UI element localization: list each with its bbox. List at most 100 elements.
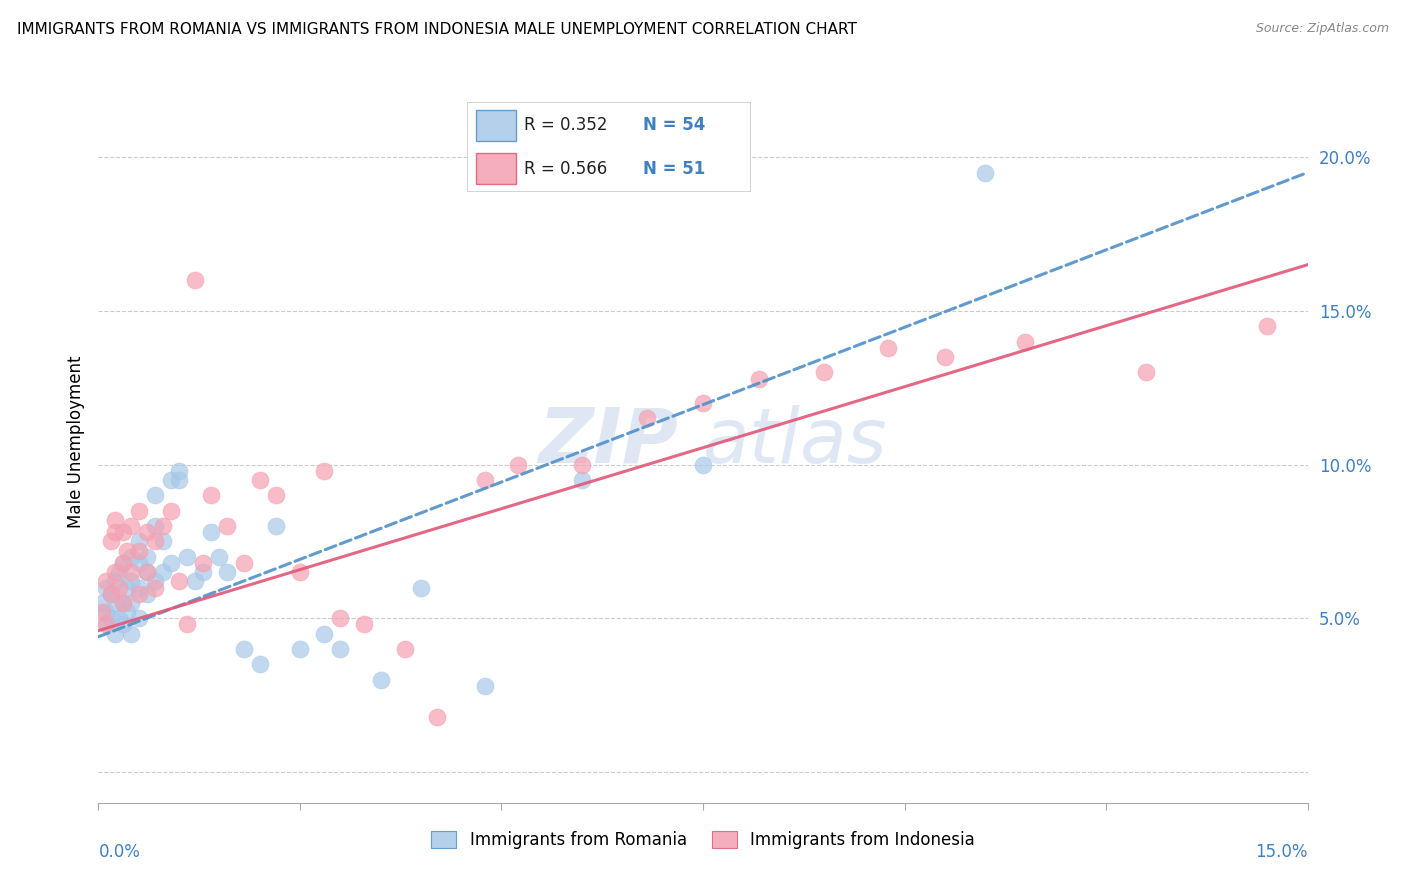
Point [107, 565, 129, 579]
Point [111, 596, 134, 610]
Point [249, 657, 271, 672]
Point [120, 626, 142, 640]
Point [184, 574, 207, 589]
Text: atlas: atlas [703, 405, 887, 478]
Point [288, 642, 311, 657]
Point [135, 565, 157, 579]
Point [748, 371, 770, 385]
Point [143, 574, 166, 589]
Point [111, 596, 134, 610]
Point [160, 504, 183, 518]
Point [329, 642, 352, 657]
Point [152, 565, 174, 579]
Point [128, 611, 150, 625]
Point [167, 464, 190, 478]
Point [217, 565, 239, 579]
Point [96, 605, 118, 619]
Point [1014, 334, 1036, 349]
Point [288, 565, 311, 579]
Point [143, 519, 166, 533]
Point [176, 617, 198, 632]
Text: 0.0%: 0.0% [98, 843, 141, 861]
Point [426, 709, 449, 723]
Point [115, 581, 138, 595]
Point [877, 341, 900, 355]
Point [100, 587, 122, 601]
Point [143, 534, 166, 549]
Point [264, 519, 287, 533]
Point [135, 549, 157, 564]
Point [813, 365, 835, 379]
Point [474, 473, 496, 487]
Point [692, 458, 714, 472]
Point [100, 611, 122, 625]
Point [135, 565, 157, 579]
Point [249, 473, 271, 487]
Point [193, 556, 215, 570]
Point [143, 488, 166, 502]
Point [1256, 319, 1278, 334]
Legend: Immigrants from Romania, Immigrants from Indonesia: Immigrants from Romania, Immigrants from… [425, 824, 981, 856]
Point [474, 679, 496, 693]
Point [111, 556, 134, 570]
Point [128, 504, 150, 518]
Point [152, 519, 174, 533]
Point [100, 587, 122, 601]
Point [934, 350, 956, 364]
Point [314, 626, 336, 640]
Point [111, 525, 134, 540]
Point [107, 611, 129, 625]
Text: IMMIGRANTS FROM ROMANIA VS IMMIGRANTS FROM INDONESIA MALE UNEMPLOYMENT CORRELATI: IMMIGRANTS FROM ROMANIA VS IMMIGRANTS FR… [17, 22, 856, 37]
Point [128, 543, 150, 558]
Point [128, 556, 150, 570]
Point [96, 617, 118, 632]
Point [184, 273, 207, 287]
Point [120, 574, 142, 589]
Point [91, 605, 114, 619]
Point [128, 581, 150, 595]
Point [636, 411, 658, 425]
Point [115, 605, 138, 619]
Point [103, 513, 125, 527]
Point [200, 525, 222, 540]
Point [193, 565, 215, 579]
Point [103, 525, 125, 540]
Point [103, 565, 125, 579]
Point [409, 581, 432, 595]
Point [103, 626, 125, 640]
Text: ZIP: ZIP [538, 405, 679, 478]
Point [128, 534, 150, 549]
Point [370, 673, 392, 687]
Point [353, 617, 375, 632]
Point [160, 556, 183, 570]
Point [167, 574, 190, 589]
Point [96, 617, 118, 632]
Point [135, 525, 157, 540]
Point [329, 611, 352, 625]
Point [176, 549, 198, 564]
Point [128, 587, 150, 601]
Point [208, 549, 231, 564]
Point [571, 458, 593, 472]
Point [217, 519, 239, 533]
Point [974, 165, 997, 179]
Point [160, 473, 183, 487]
Point [200, 488, 222, 502]
Point [107, 581, 129, 595]
Point [96, 581, 118, 595]
Point [314, 464, 336, 478]
Point [100, 534, 122, 549]
Point [143, 581, 166, 595]
Point [167, 473, 190, 487]
Point [103, 574, 125, 589]
Point [120, 565, 142, 579]
Point [692, 396, 714, 410]
Point [96, 574, 118, 589]
Y-axis label: Male Unemployment: Male Unemployment [66, 355, 84, 528]
Point [115, 543, 138, 558]
Point [232, 642, 254, 657]
Text: Source: ZipAtlas.com: Source: ZipAtlas.com [1256, 22, 1389, 36]
Point [232, 556, 254, 570]
Point [264, 488, 287, 502]
Point [135, 587, 157, 601]
